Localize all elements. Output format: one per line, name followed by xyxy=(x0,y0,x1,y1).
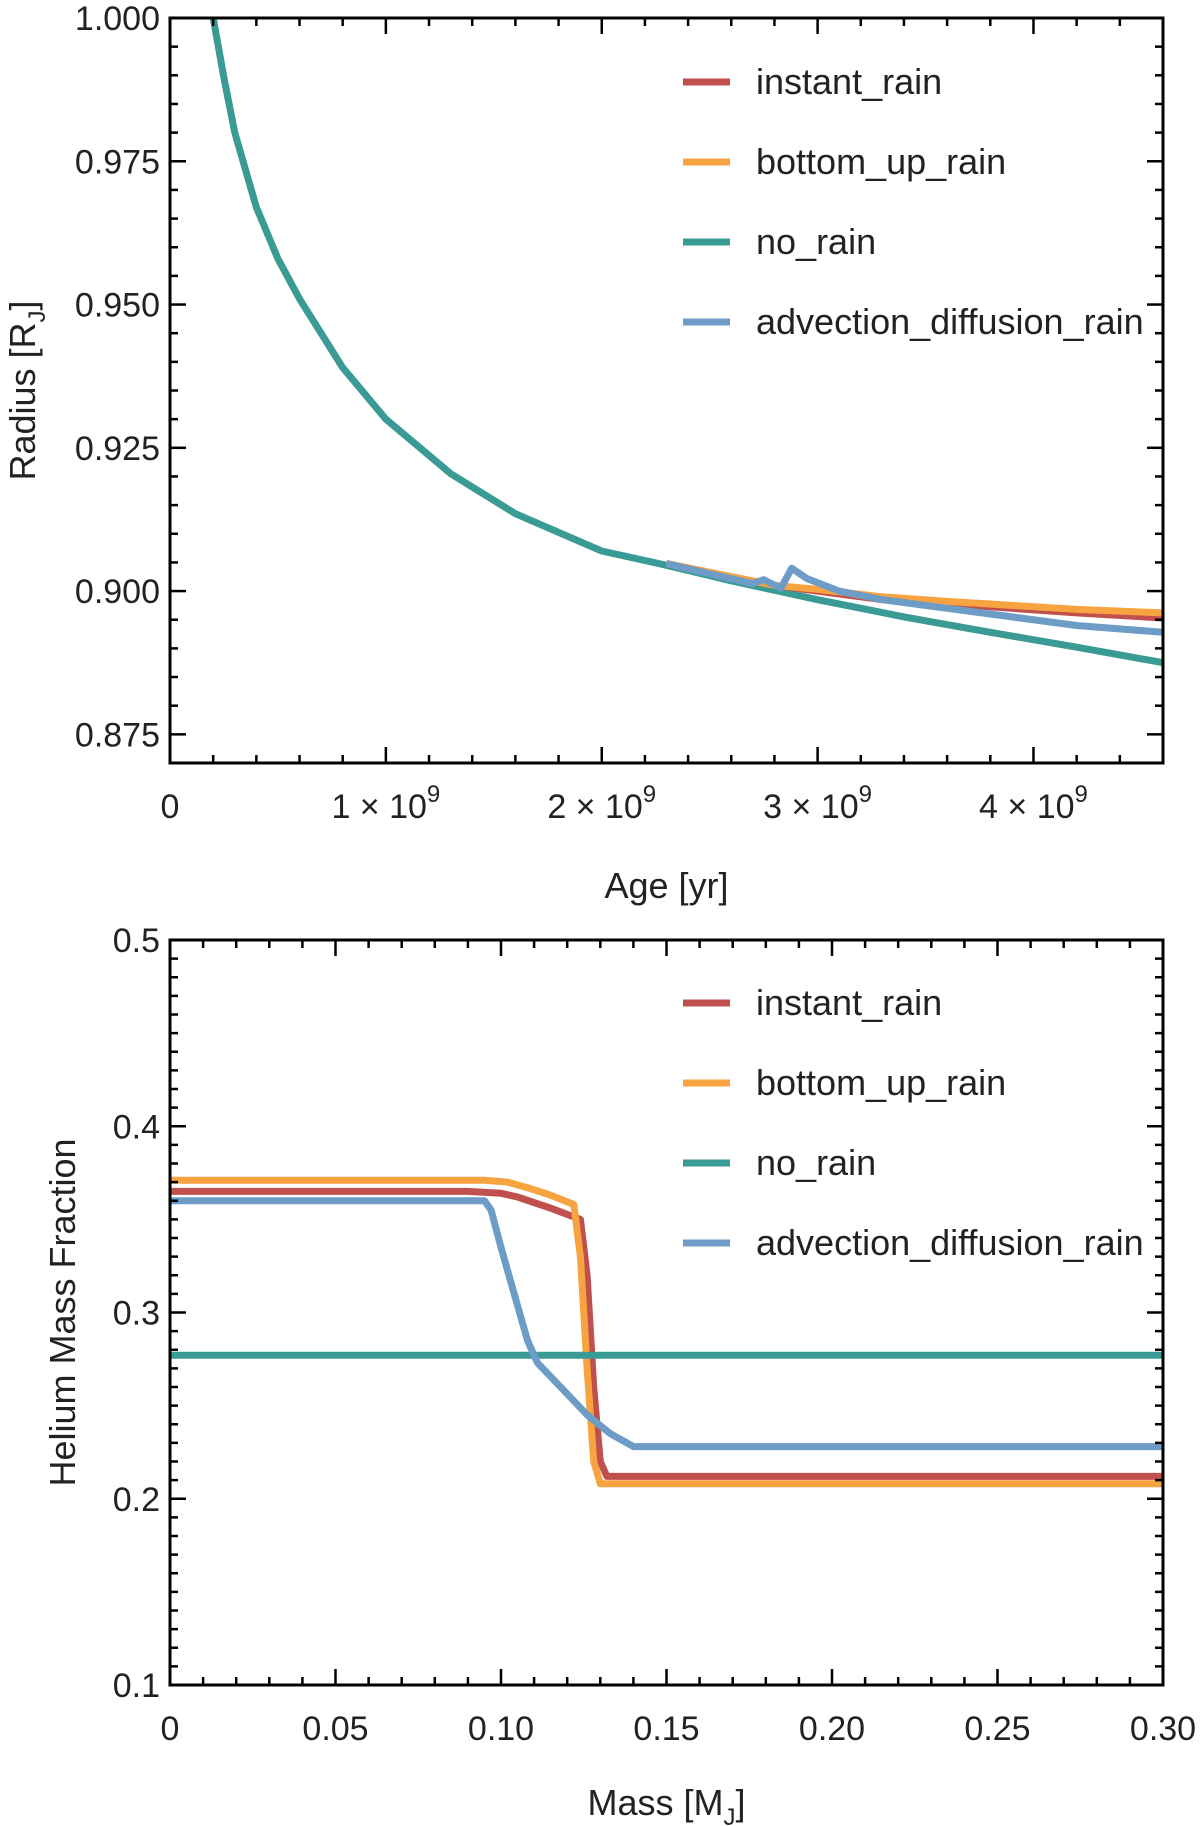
y-tick-label: 0.950 xyxy=(75,287,160,325)
legend-label: advection_diffusion_rain xyxy=(756,1222,1144,1263)
x-tick-label: 0 xyxy=(161,788,180,826)
legend: instant_rain bottom_up_rain no_rainadvecti… xyxy=(683,982,1144,1263)
chart-1: 0 1 × 109 2 × 109 3 × 109 4 × 109 0.875 0.900 0… xyxy=(2,0,1165,906)
legend-label: instant_rain xyxy=(756,982,942,1023)
x-tick-label: 0.20 xyxy=(799,1710,865,1748)
x-tick-label: 0.25 xyxy=(964,1710,1030,1748)
y-tick-label: 0.2 xyxy=(113,1481,160,1519)
x-tick-label: 3 × 109 xyxy=(763,781,872,826)
y-tick-label: 0.975 xyxy=(75,143,160,181)
legend-label: advection_diffusion_rain xyxy=(756,301,1144,342)
chart-2: 0 0.05 0.10 0.15 0.20 0.25 0.30 0.1 0.2 0.3 0.4 0.5… xyxy=(42,922,1196,1826)
legend-label: no_rain xyxy=(756,1142,876,1183)
legend-label: no_rain xyxy=(756,221,876,262)
y-tick-label: 0.875 xyxy=(75,716,160,754)
y-tick-label: 0.3 xyxy=(113,1295,160,1333)
legend-label: instant_rain xyxy=(756,61,942,102)
x-axis-title: Mass [MJ] xyxy=(587,1782,745,1826)
x-tick-label: 1 × 109 xyxy=(331,781,440,826)
plot-frame xyxy=(168,938,1165,1687)
y-tick-label: 0.4 xyxy=(113,1108,160,1146)
legend: instant_rain bottom_up_rain no_rainadvecti… xyxy=(683,61,1144,342)
x-axis-title: Age [yr] xyxy=(604,865,728,906)
x-tick-label: 4 × 109 xyxy=(979,781,1088,826)
y-axis-title: Helium Mass Fraction xyxy=(42,1138,83,1486)
x-tick-label: 2 × 109 xyxy=(547,781,656,826)
y-tick-label: 0.900 xyxy=(75,573,160,611)
series-line-bottom-up-rain xyxy=(170,1176,1163,1488)
legend-label: bottom_up_rain xyxy=(756,141,1006,182)
x-tick-label: 0.10 xyxy=(468,1710,534,1748)
y-tick-label: 1.000 xyxy=(75,0,160,38)
x-tick-label: 0.30 xyxy=(1130,1710,1196,1748)
x-tick-label: 0.05 xyxy=(302,1710,368,1748)
x-tick-label: 0.15 xyxy=(633,1710,699,1748)
y-tick-label: 0.5 xyxy=(113,922,160,960)
legend-label: bottom_up_rain xyxy=(756,1062,1006,1103)
y-tick-label: 0.1 xyxy=(113,1667,160,1705)
series-line-no-rain xyxy=(209,18,1163,667)
x-tick-label: 0 xyxy=(161,1710,180,1748)
plot-frame xyxy=(168,16,1165,765)
y-tick-label: 0.925 xyxy=(75,430,160,468)
series-line-instant-rain xyxy=(170,1187,1163,1480)
series-line-advection-diffusion-rain xyxy=(665,560,1163,636)
series-line-advection-diffusion-rain xyxy=(170,1197,1163,1451)
y-axis-title: Radius [RJ] xyxy=(2,300,51,480)
